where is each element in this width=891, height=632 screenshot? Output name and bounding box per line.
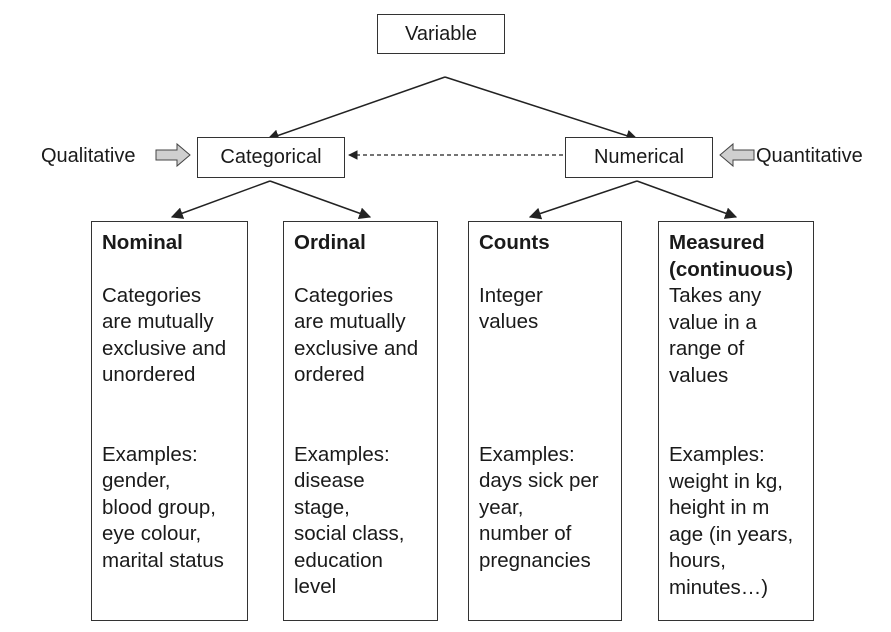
measured-title: Measured — [669, 231, 765, 254]
numerical-label: Numerical — [593, 146, 685, 168]
ordinal-description-line: exclusive and — [294, 336, 419, 360]
qualitative-label: Qualitative — [41, 145, 136, 167]
measured-description-line: value in a — [669, 310, 757, 334]
nominal-example-line: gender, — [102, 469, 171, 492]
arrow-categorical-to-nominal — [170, 180, 271, 219]
counts-box: Counts Integer values Examples: days sic… — [468, 221, 622, 621]
arrow-numerical-to-measured — [636, 180, 738, 219]
nominal-example-line: eye colour, — [102, 522, 202, 545]
ordinal-description-line: are mutually — [294, 310, 406, 333]
arrow-categorical-to-ordinal — [269, 180, 372, 219]
numerical-node: Numerical — [565, 137, 713, 178]
ordinal-example-line: stage, — [294, 495, 350, 519]
ordinal-description-line: ordered — [294, 363, 365, 386]
categorical-label: Categorical — [220, 146, 322, 168]
ordinal-examples-heading: Examples: — [294, 442, 390, 466]
arrow-variable-to-numerical — [444, 76, 639, 142]
measured-example-line: weight in kg, — [669, 469, 783, 493]
categorical-node: Categorical — [197, 137, 345, 178]
measured-examples-heading: Examples: — [669, 443, 765, 466]
counts-example-line: days sick per — [479, 469, 599, 492]
measured-example-line: age (in years, — [669, 522, 794, 546]
block-arrow-right-icon — [155, 142, 191, 168]
nominal-description-line: exclusive and — [102, 336, 227, 360]
measured-example-line: minutes…) — [669, 575, 769, 599]
quantitative-label: Quantitative — [756, 145, 863, 167]
variable-node: Variable — [377, 14, 505, 54]
measured-example-line: height in m — [669, 496, 770, 519]
counts-example-line: year, — [479, 495, 524, 519]
counts-example-line: number of — [479, 522, 572, 545]
arrow-numerical-to-counts — [528, 180, 638, 220]
ordinal-title: Ordinal — [294, 231, 366, 254]
ordinal-example-line: social class, — [294, 522, 405, 545]
nominal-example-line: marital status — [102, 548, 224, 572]
ordinal-description-line: Categories — [294, 283, 394, 307]
ordinal-example-line: education — [294, 548, 383, 572]
nominal-title: Nominal — [102, 231, 183, 254]
counts-title: Counts — [479, 231, 550, 254]
counts-examples-heading: Examples: — [479, 442, 575, 466]
measured-title-continuous: (continuous) — [669, 257, 794, 281]
measured-example-line: hours, — [669, 549, 726, 572]
measured-description-line: range of — [669, 337, 745, 360]
nominal-description-line: are mutually — [102, 310, 214, 333]
block-arrow-left-icon — [719, 142, 755, 168]
counts-description-line: values — [479, 310, 539, 333]
ordinal-box: Ordinal Categories are mutually exclusiv… — [283, 221, 438, 621]
nominal-example-line: blood group, — [102, 495, 216, 519]
measured-box: Measured (continuous) Takes any value in… — [658, 221, 814, 621]
nominal-box: Nominal Categories are mutually exclusiv… — [91, 221, 248, 621]
counts-example-line: pregnancies — [479, 548, 591, 572]
ordinal-example-line: disease — [294, 469, 365, 492]
arrow-variable-to-categorical — [266, 76, 446, 142]
nominal-description-line: unordered — [102, 363, 196, 386]
nominal-description-line: Categories — [102, 283, 202, 307]
nominal-examples-heading: Examples: — [102, 442, 198, 466]
counts-description-line: Integer — [479, 283, 543, 307]
variable-label: Variable — [405, 22, 477, 45]
measured-description-line: values — [669, 363, 729, 387]
measured-description-line: Takes any — [669, 284, 762, 307]
ordinal-example-line: level — [294, 575, 337, 598]
